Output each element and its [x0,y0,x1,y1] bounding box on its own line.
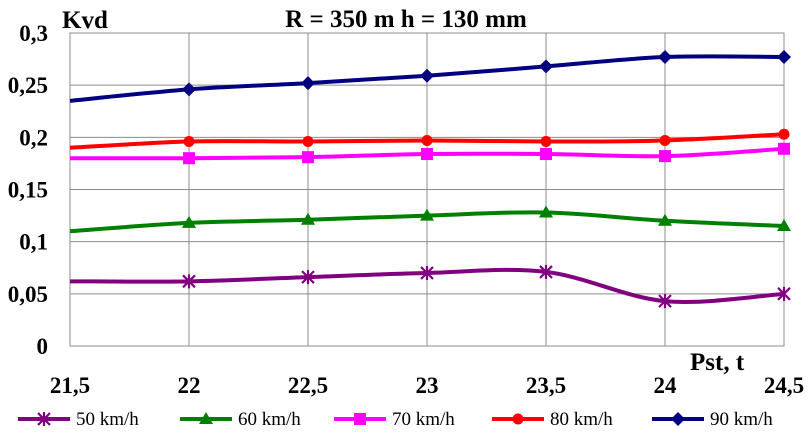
data-point [778,128,790,140]
data-point [539,59,553,74]
data-point [182,274,196,289]
series-layer [69,49,791,309]
data-point [182,215,196,228]
data-point [659,150,671,163]
legend-item: 90 km/h [652,409,773,430]
y-tick-label: 0,05 [8,282,48,307]
x-tick-label: 22 [178,373,201,398]
data-point [777,219,791,232]
x-tick-label: 24,5 [764,373,804,398]
data-point [539,264,553,279]
data-point [540,136,552,148]
y-axis-label: Kvd [62,7,108,34]
series-60-km-h [69,205,791,234]
legend-marker [354,413,366,425]
data-point [658,213,672,226]
data-point [301,270,315,285]
legend-item: 60 km/h [180,409,301,430]
y-tick-label: 0,1 [19,230,48,255]
x-tick-label: 23,5 [526,373,566,398]
legend-marker [512,413,524,425]
data-point [301,76,315,91]
legend-marker [671,412,685,426]
data-point [183,136,195,148]
legend-item: 70 km/h [334,409,455,430]
data-point [302,136,314,148]
legend-label: 50 km/h [76,409,139,430]
legend-label: 90 km/h [710,409,773,430]
data-point [183,152,195,165]
x-tick-label: 23 [416,373,439,398]
data-point [420,208,434,221]
legend-item: 80 km/h [492,409,613,430]
legend-marker [199,412,213,424]
legend-marker [37,412,51,426]
data-point [421,148,433,161]
x-tick-label: 21,5 [50,373,90,398]
data-point [778,142,790,155]
data-point [182,82,196,97]
data-point [777,49,791,64]
series-80-km-h [69,128,790,150]
x-axis-label: Pst, t [690,349,745,376]
x-tick-label: 24 [654,373,678,398]
y-tick-label: 0,25 [8,73,48,98]
data-point [540,148,552,161]
legend-item: 50 km/h [18,409,139,430]
data-point [420,68,434,83]
data-point [659,134,671,146]
data-point [420,265,434,280]
data-point [539,205,553,218]
data-point [301,212,315,225]
y-tick-label: 0 [37,334,49,359]
data-point [421,134,433,146]
series-50-km-h [69,264,791,309]
data-point [658,294,672,309]
x-tick-label: 22,5 [288,373,328,398]
tick-labels: 0 0,05 0,1 0,15 0,2 0,25 0,3 21,5 22 22,5 23 23,5 24… [8,21,804,398]
data-point [777,286,791,301]
data-point [302,151,314,164]
y-tick-label: 0,2 [19,125,48,150]
y-tick-label: 0,15 [8,178,48,203]
legend: 50 km/h 60 km/h 70 km/h 80 km/h 90 km/h [18,409,773,430]
y-tick-label: 0,3 [19,21,48,46]
series-90-km-h [69,49,791,103]
legend-label: 60 km/h [238,409,301,430]
legend-label: 80 km/h [550,409,613,430]
data-point [658,49,672,64]
chart-title: R = 350 m h = 130 mm [285,6,527,33]
legend-label: 70 km/h [392,409,455,430]
plot-area-border [69,32,785,347]
series-70-km-h [69,142,790,165]
